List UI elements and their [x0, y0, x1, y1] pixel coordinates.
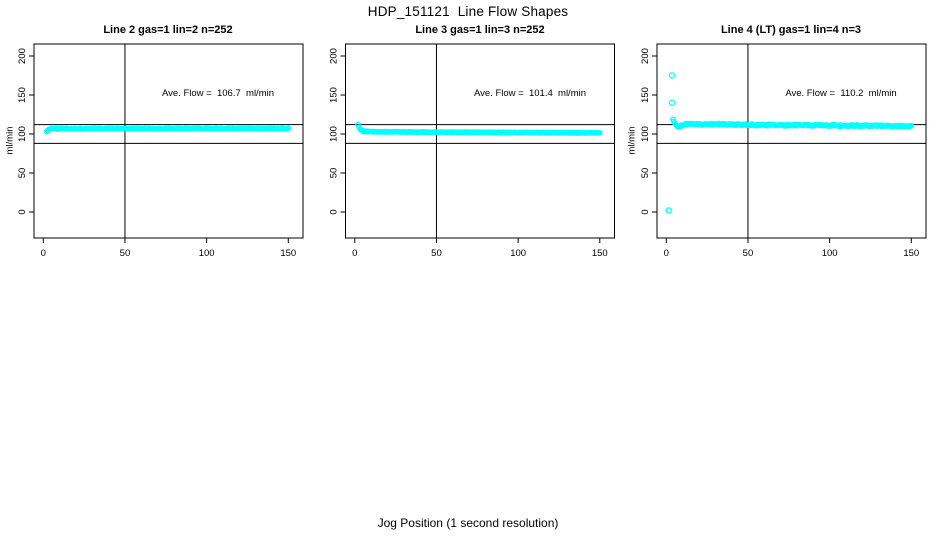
data-point — [355, 121, 361, 128]
y-tick-label: 0 — [329, 209, 340, 214]
x-tick-label: 50 — [120, 248, 131, 259]
y-tick-label: 50 — [640, 168, 651, 179]
x-axis-label: Jog Position (1 second resolution) — [377, 516, 559, 530]
x-tick-label: 150 — [903, 248, 919, 259]
y-tick-label: 0 — [640, 209, 651, 214]
y-tick-label: 150 — [17, 87, 28, 103]
subplot3-ave-flow-annotation: Ave. Flow = 110.2 ml/min — [785, 88, 897, 99]
x-tick-label: 0 — [352, 248, 357, 259]
x-tick-label: 100 — [199, 248, 215, 259]
x-tick-label: 150 — [592, 248, 608, 259]
subplot1-ave-flow-annotation: Ave. Flow = 106.7 ml/min — [161, 88, 275, 99]
subplot-3: 0 50 100 150 0 50 100 150 200 — [640, 43, 927, 259]
x-tick-label: 0 — [664, 248, 669, 259]
x-tick-label: 150 — [280, 248, 296, 259]
data-point — [596, 130, 603, 136]
data-point — [908, 122, 915, 129]
y-tick-label: 150 — [329, 87, 340, 103]
y-tick-label: 200 — [329, 48, 340, 64]
x-tick-label: 100 — [822, 248, 838, 259]
x-tick-label: 50 — [743, 248, 754, 259]
series-points — [43, 125, 292, 135]
y-tick-label: 100 — [640, 126, 651, 142]
plot-box — [33, 43, 304, 239]
y-tick-label: 100 — [17, 126, 28, 142]
x-tick-label: 100 — [510, 248, 526, 259]
outlier-point — [668, 99, 676, 107]
subplot3-title: Line 4 (LT) gas=1 lin=4 n=3 — [720, 24, 862, 36]
y-tick-label: 50 — [17, 168, 28, 179]
y-tick-label: 0 — [17, 209, 28, 214]
x-tick-label: 0 — [41, 248, 46, 259]
plot-box — [656, 43, 927, 239]
y-tick-label: 100 — [329, 126, 340, 142]
subplot-1: 0 50 100 150 0 50 100 150 200 — [17, 43, 304, 259]
plot-box — [345, 43, 615, 239]
x-tick-label: 50 — [431, 248, 442, 259]
y-tick-label: 50 — [329, 168, 340, 179]
y-tick-label: 200 — [640, 48, 651, 64]
outlier-point — [665, 207, 672, 214]
subplot1-title: Line 2 gas=1 lin=2 n=252 — [103, 24, 233, 36]
subplot2-title: Line 3 gas=1 lin=3 n=252 — [415, 24, 545, 36]
series-points — [665, 72, 915, 214]
outlier-point — [668, 72, 676, 79]
y-tick-label: 150 — [640, 87, 651, 103]
main-title: HDP_151121 Line Flow Shapes — [367, 4, 569, 19]
y-tick-label: 200 — [17, 48, 28, 64]
subplot-2: 0 50 100 150 0 50 100 150 200 — [329, 43, 615, 259]
subplot2-ave-flow-annotation: Ave. Flow = 101.4 ml/min — [473, 88, 587, 99]
data-point — [285, 125, 292, 132]
series-points — [355, 121, 603, 136]
